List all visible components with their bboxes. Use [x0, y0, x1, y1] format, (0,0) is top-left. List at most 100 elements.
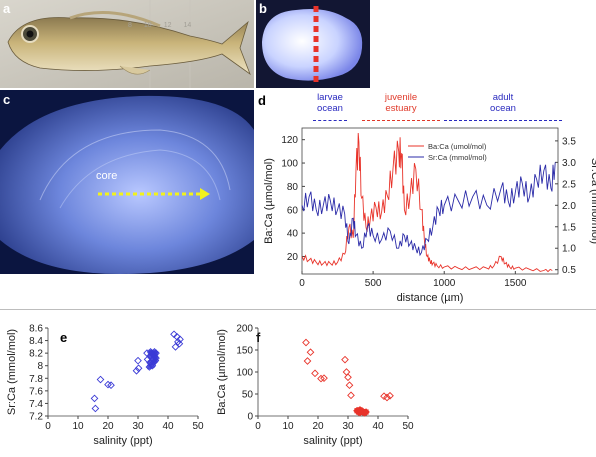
chart-d: 0 500 1000 1500 20 40 60 80 100 120 0.5 1.0 1.5 2.0 2.…	[263, 127, 596, 304]
data-point	[132, 366, 141, 375]
data-point	[153, 350, 159, 356]
section-divider	[0, 309, 596, 310]
x-tick-label: 0	[299, 278, 305, 289]
legend-label: Sr:Ca (mmol/mol)	[428, 153, 487, 162]
otolith-photo	[256, 0, 370, 88]
ruler-mark: 12	[163, 22, 172, 29]
panel-b-label: b	[259, 1, 267, 16]
y-tick-label: 200	[236, 324, 253, 335]
y-tick-label: 7.4	[29, 399, 43, 410]
ruler-mark: 8	[128, 22, 132, 29]
y-tick-label: 150	[236, 346, 253, 357]
x-tick-label: 40	[162, 421, 174, 432]
x-tick-label: 20	[102, 421, 114, 432]
y-tick-label: 7.6	[29, 386, 43, 397]
data-point	[171, 343, 180, 351]
y-tick-label: 7.2	[29, 412, 43, 423]
y-tick-label: 100	[236, 368, 253, 379]
y-axis-label-right: Sr:Ca (mmol/mol)	[589, 158, 596, 244]
data-point	[303, 357, 312, 365]
otolith-section-photo	[0, 90, 254, 274]
data-point	[147, 354, 153, 359]
y-tick-label-left: 60	[287, 205, 299, 216]
x-tick-label: 40	[372, 421, 384, 432]
panel-d-label: d	[258, 93, 266, 108]
stage-line-juvenile	[362, 120, 440, 121]
data-point	[380, 392, 388, 401]
y-tick-label: 50	[242, 390, 254, 401]
data-point	[306, 348, 315, 357]
x-axis-label: salinity (ppt)	[93, 435, 152, 447]
data-point	[134, 356, 142, 365]
y-tick-label-right: 3.0	[562, 158, 576, 169]
legend-label: Ba:Ca (umol/mol)	[428, 142, 487, 151]
core-label: core	[96, 170, 118, 182]
data-point	[341, 355, 349, 364]
y-tick-label-left: 120	[281, 135, 298, 146]
x-tick-label: 10	[72, 421, 84, 432]
y-tick-label-left: 80	[287, 182, 299, 193]
data-point	[150, 357, 156, 362]
plot-frame	[301, 127, 559, 275]
stage-line-adult	[444, 120, 562, 121]
y-tick-label: 7.8	[29, 374, 43, 385]
data-point	[302, 338, 310, 347]
data-point	[363, 409, 369, 415]
panel-a-label: a	[3, 1, 11, 16]
x-tick-label: 30	[342, 421, 354, 432]
x-tick-label: 1500	[504, 278, 527, 289]
data-point	[153, 358, 158, 363]
series-line-sr	[301, 162, 556, 257]
data-point	[153, 355, 159, 361]
otolith-section-illustration	[0, 90, 254, 274]
data-point	[347, 391, 355, 400]
x-tick-label: 50	[192, 421, 204, 432]
y-tick-label-right: 1.5	[562, 222, 576, 233]
stage-caption: juvenile estuary	[384, 92, 418, 114]
y-axis-label-left: Ba:Ca (µmol/mol)	[263, 158, 275, 244]
y-tick-label-left: 40	[287, 229, 299, 240]
stage-caption: larvae ocean	[317, 92, 343, 114]
stage-line-larvae	[313, 120, 347, 121]
y-axis-label: Ba:Ca (µmol/mol)	[216, 329, 228, 415]
data-point	[320, 374, 328, 382]
y-tick-label-right: 0.5	[562, 265, 576, 276]
otolith-illustration	[256, 0, 370, 88]
x-tick-label: 1000	[433, 278, 456, 289]
data-point	[147, 360, 153, 365]
data-point	[386, 391, 394, 400]
fish-photo	[0, 0, 254, 88]
stage-caption: adult ocean	[490, 92, 516, 114]
ruler-marks: 8 10 12 14	[128, 22, 228, 34]
fish-illustration	[0, 0, 254, 88]
x-tick-label: 20	[312, 421, 324, 432]
x-tick-label: 10	[282, 421, 294, 432]
ruler-mark: 14	[183, 22, 192, 29]
data-point	[311, 369, 319, 378]
data-point	[150, 363, 155, 368]
y-tick-label: 8	[37, 361, 43, 372]
data-point	[90, 394, 99, 403]
panel-c-label: c	[3, 92, 11, 107]
y-tick-label: 8.4	[29, 336, 43, 347]
data-point	[107, 381, 115, 390]
x-tick-label: 0	[45, 421, 51, 432]
x-axis-label: salinity (ppt)	[303, 435, 362, 447]
y-tick-label-left: 100	[281, 159, 298, 170]
data-point	[345, 381, 354, 390]
data-point	[175, 339, 184, 348]
data-point	[344, 373, 352, 382]
x-tick-label: 50	[402, 421, 414, 432]
chart-f: 0 10 20 30 40 50 0 50 100 150 200 salinity (ppt) Ba:…	[216, 324, 414, 448]
x-tick-label: 500	[365, 278, 382, 289]
y-axis-label: Sr:Ca (mmol/mol)	[6, 329, 18, 415]
chart-e: 0 10 20 30 40 50 7.2 7.4 7.67.8 88.2 8.48.6 salinit…	[6, 324, 204, 448]
y-tick-label: 8.6	[29, 324, 43, 335]
y-tick-label-left: 20	[287, 252, 299, 263]
x-axis-label: distance (µm)	[397, 292, 464, 304]
y-tick-label-right: 1.0	[562, 244, 576, 255]
data-point	[383, 393, 391, 402]
y-tick-label: 8.2	[29, 349, 43, 360]
data-point	[91, 404, 100, 413]
x-tick-label: 0	[255, 421, 261, 432]
